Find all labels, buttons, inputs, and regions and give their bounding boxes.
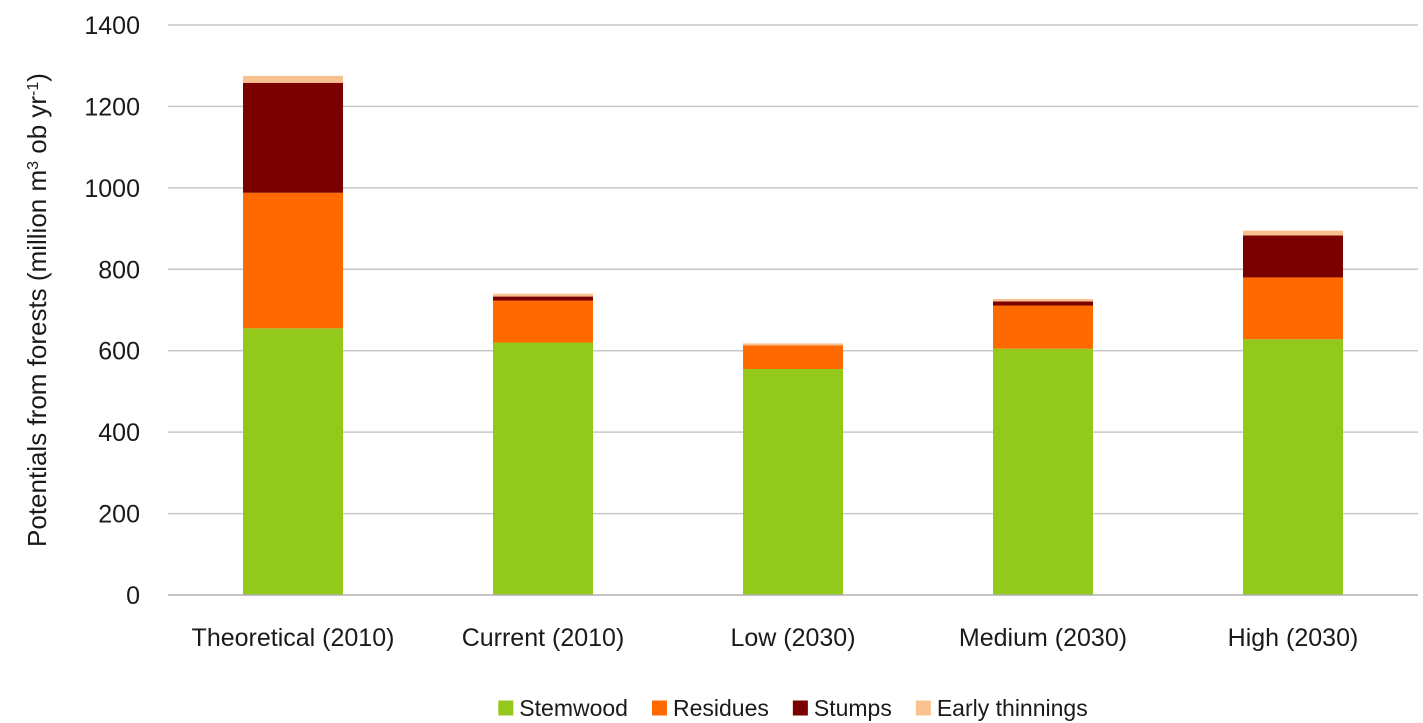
x-tick-label: Medium (2030) <box>959 624 1127 652</box>
x-tick-label: Theoretical (2010) <box>192 624 395 652</box>
bar-stemwood-medium-2030 <box>993 348 1093 595</box>
legend-swatch-stumps <box>792 700 808 716</box>
bar-stemwood-current-2010 <box>493 342 593 595</box>
y-tick-label: 600 <box>98 338 140 366</box>
x-axis-ticks: Theoretical (2010) Current (2010) Low (203… <box>192 624 1359 652</box>
bar-early-thinnings-high-2030 <box>1243 230 1343 236</box>
bar-residues-medium-2030 <box>993 305 1093 349</box>
y-axis-label: Potentials from forests (million m3 ob y… <box>22 73 52 547</box>
y-tick-label: 1200 <box>84 93 140 121</box>
bar-stumps-high-2030 <box>1243 235 1343 278</box>
bar-early-thinnings-current-2010 <box>493 293 593 297</box>
legend-swatch-residues <box>651 700 667 716</box>
bar-stumps-theoretical-2010 <box>243 82 343 193</box>
x-tick-label: Low (2030) <box>730 624 855 652</box>
legend-swatch-early-thinnings <box>915 700 931 716</box>
bar-residues-theoretical-2010 <box>243 192 343 329</box>
bar-stumps-medium-2030 <box>993 301 1093 306</box>
y-axis-label-mid: ob yr <box>22 96 52 161</box>
legend-swatch-stemwood <box>498 700 514 716</box>
y-tick-label: 400 <box>98 419 140 447</box>
y-tick-label: 1000 <box>84 175 140 203</box>
y-axis-ticks: 0 200 400 600 800 1000 1200 1400 <box>84 12 140 610</box>
y-tick-label: 1400 <box>84 12 140 40</box>
y-tick-label: 0 <box>126 582 140 610</box>
bar-early-thinnings-theoretical-2010 <box>243 75 343 83</box>
bar-stemwood-low-2030 <box>743 369 843 595</box>
bar-early-thinnings-low-2030 <box>743 343 843 346</box>
y-axis-label-end: ) <box>22 73 52 82</box>
bar-stemwood-high-2030 <box>1243 339 1343 595</box>
legend-label-stemwood: Stemwood <box>519 695 628 721</box>
bar-residues-low-2030 <box>743 345 843 370</box>
bar-stumps-current-2010 <box>493 296 593 301</box>
y-tick-label: 200 <box>98 501 140 529</box>
bar-early-thinnings-medium-2030 <box>993 299 1093 302</box>
y-axis-label-main: Potentials from forests (million m <box>22 170 52 547</box>
legend-label-residues: Residues <box>673 695 769 721</box>
x-tick-label: High (2030) <box>1228 624 1359 652</box>
x-tick-label: Current (2010) <box>462 624 625 652</box>
bar-residues-high-2030 <box>1243 277 1343 340</box>
legend: Stemwood Residues Stumps Early thinnings <box>498 695 1088 721</box>
legend-label-early-thinnings: Early thinnings <box>937 695 1088 721</box>
bar-residues-current-2010 <box>493 300 593 343</box>
bar-stemwood-theoretical-2010 <box>243 328 343 595</box>
bars <box>243 75 1343 595</box>
y-axis-label-sup2: -1 <box>25 82 42 96</box>
legend-label-stumps: Stumps <box>814 695 892 721</box>
y-tick-label: 800 <box>98 256 140 284</box>
y-axis-label-sup1: 3 <box>25 161 42 170</box>
